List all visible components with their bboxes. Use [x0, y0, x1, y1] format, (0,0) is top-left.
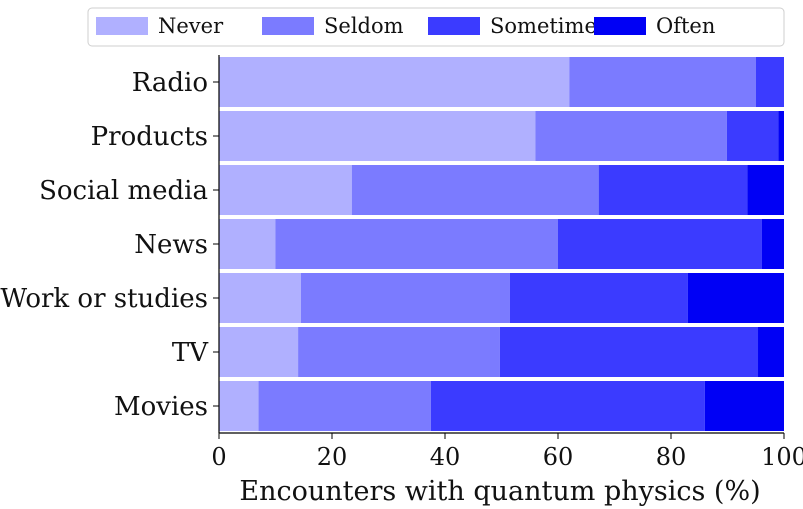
bar-movies-sometimes [430, 381, 705, 431]
bar-work-or-studies-sometimes [509, 273, 688, 323]
bar-products-often [778, 111, 784, 161]
y-tick-label-products: Products [91, 122, 208, 152]
bar-social-media-sometimes [598, 165, 748, 215]
bar-news-seldom [275, 219, 558, 269]
bar-work-or-studies-seldom [300, 273, 510, 323]
bar-radio-seldom [569, 57, 756, 107]
bar-social-media-often [747, 165, 784, 215]
bar-tv-often [758, 327, 784, 377]
bar-movies-never [219, 381, 259, 431]
bar-movies-often [704, 381, 784, 431]
x-tick-label-20: 20 [317, 443, 348, 471]
bar-tv-seldom [298, 327, 500, 377]
bar-tv-sometimes [499, 327, 759, 377]
y-tick-label-social-media: Social media [39, 176, 208, 206]
y-tick-label-work-or-studies: Work or studies [0, 284, 208, 314]
x-tick-label-0: 0 [211, 443, 226, 471]
bar-work-or-studies-often [687, 273, 784, 323]
legend-label-seldom: Seldom [324, 14, 404, 38]
bar-movies-seldom [258, 381, 431, 431]
legend-label-never: Never [158, 14, 224, 38]
y-tick-labels: Radio Products Social media News Work or stu… [0, 68, 219, 422]
bar-products-never [219, 111, 536, 161]
y-tick-label-movies: Movies [114, 392, 208, 422]
x-tick-label-60: 60 [543, 443, 574, 471]
bar-radio-never [219, 57, 570, 107]
x-tick-label-80: 80 [656, 443, 687, 471]
y-tick-label-news: News [134, 230, 208, 260]
bar-radio-sometimes [755, 57, 784, 107]
bar-social-media-never [219, 165, 352, 215]
legend-swatch-sometimes [428, 17, 480, 35]
bars [219, 57, 784, 431]
bar-separators [219, 107, 784, 381]
bar-work-or-studies-never [219, 273, 301, 323]
x-tick-labels: 0 20 40 60 80 100 [211, 433, 803, 471]
legend-swatch-never [96, 17, 148, 35]
y-tick-label-tv: TV [172, 338, 209, 368]
y-tick-label-radio: Radio [132, 68, 208, 98]
x-axis-label: Encounters with quantum physics (%) [239, 476, 760, 507]
bar-products-sometimes [726, 111, 779, 161]
legend-label-sometimes: Sometimes [490, 14, 608, 38]
bar-tv-never [219, 327, 299, 377]
legend-label-often: Often [656, 14, 715, 38]
x-tick-label-100: 100 [761, 443, 803, 471]
legend-swatch-often [594, 17, 646, 35]
bar-news-often [761, 219, 784, 269]
legend-swatch-seldom [262, 17, 314, 35]
bar-news-never [219, 219, 276, 269]
x-tick-label-40: 40 [430, 443, 461, 471]
bar-news-sometimes [558, 219, 762, 269]
bar-products-seldom [535, 111, 727, 161]
legend: Never Seldom Sometimes Often [87, 7, 785, 47]
bar-social-media-seldom [351, 165, 599, 215]
